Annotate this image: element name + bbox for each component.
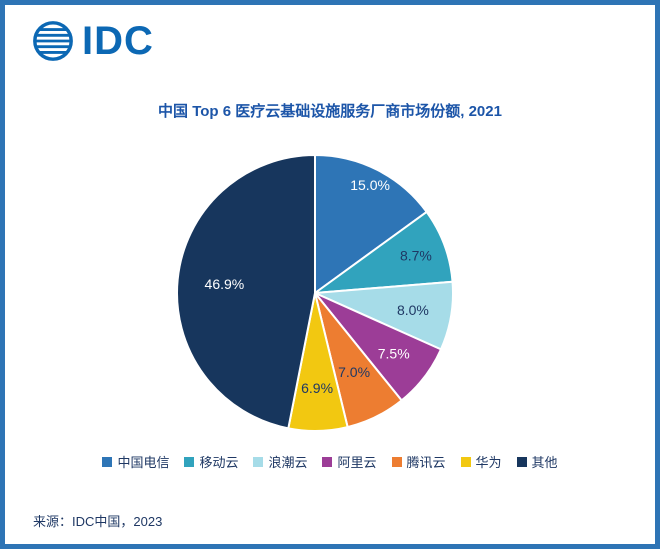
pie-slice-label: 8.7% [400,248,432,264]
legend-label: 移动云 [199,455,239,470]
pie-slice-其他 [176,154,316,430]
pie-slice-label: 46.9% [205,276,245,292]
pie-slice-label: 7.0% [338,364,370,380]
legend-swatch [322,456,333,467]
legend-swatch [516,456,527,467]
chart-title: 中国 Top 6 医疗云基础设施服务厂商市场份额, 2021 [158,103,502,120]
legend-swatch [253,456,264,467]
legend-label: 其他 [531,455,558,470]
source-note: 来源：IDC中国，2023 [33,514,163,529]
pie-slice-label: 8.0% [397,302,429,318]
legend-label: 中国电信 [117,455,170,470]
legend-swatch [460,456,471,467]
legend-item-移动云: 移动云 [184,452,238,471]
pie-svg: 15.0% 8.7% 8.0% 7.5% 7.0% 6.9% 46.9% [176,154,454,432]
legend-item-华为: 华为 [460,452,502,471]
legend-item-腾讯云: 腾讯云 [391,452,446,471]
legend-swatch [391,456,402,467]
pie-slice-label: 15.0% [350,177,390,193]
pie-slice-中国电信 [314,154,428,294]
chart-legend: 中国电信 移动云 浪潮云 阿里云 腾讯云 华为 其他 [5,452,655,471]
pie-chart: 15.0% 8.7% 8.0% 7.5% 7.0% 6.9% 46.9% [173,151,457,435]
legend-item-中国电信: 中国电信 [102,452,169,471]
pie-slice-label: 7.5% [378,346,410,362]
legend-label: 腾讯云 [406,455,446,470]
legend-label: 浪潮云 [268,455,308,470]
idc-logo-text: IDC [82,19,154,63]
legend-item-其他: 其他 [516,452,558,471]
pie-slice-label: 6.9% [301,380,333,396]
idc-logo: IDC [31,19,154,63]
legend-label: 阿里云 [337,455,377,470]
legend-swatch [184,456,195,467]
legend-label: 华为 [475,455,502,470]
legend-item-浪潮云: 浪潮云 [253,452,307,471]
legend-swatch [102,456,113,467]
legend-item-阿里云: 阿里云 [322,452,377,471]
idc-globe-icon [33,21,73,61]
